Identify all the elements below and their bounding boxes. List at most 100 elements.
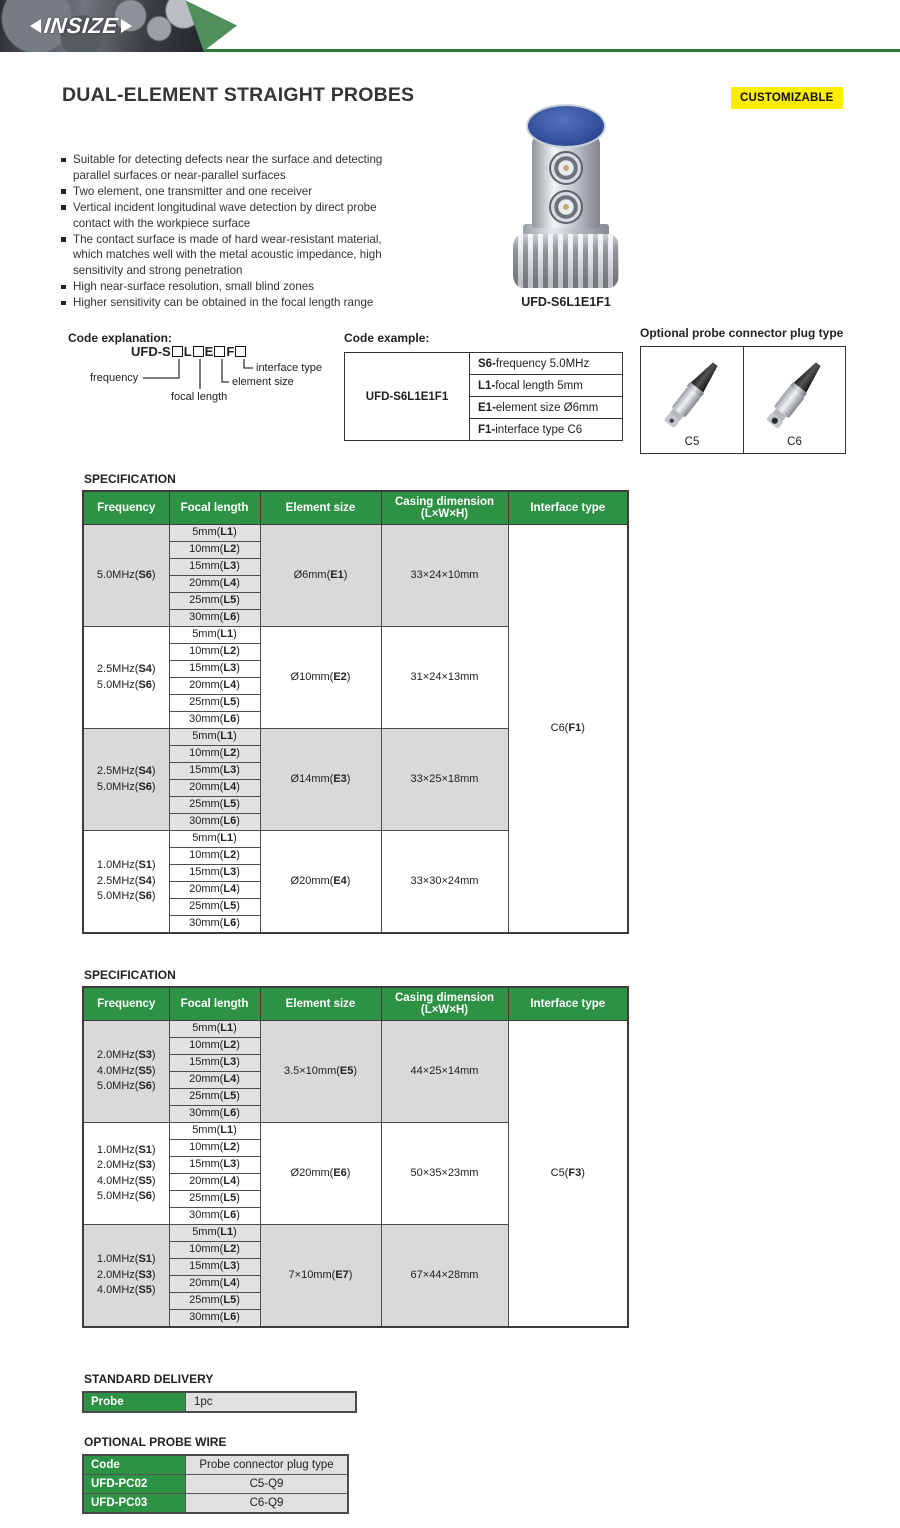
focal-length-cell: 10mm(L2)	[168, 643, 261, 661]
table-row: 20mm(L4)	[83, 1275, 628, 1293]
connector-plug-box: C5 C6	[640, 346, 846, 454]
focal-length-cell: 10mm(L2)	[168, 1241, 261, 1259]
code-explanation: Code explanation: UFD-S L E F frequency foc…	[68, 331, 338, 423]
probe-connector-1	[549, 151, 583, 185]
optional-probe-wire-section: OPTIONAL PROBE WIRE Code Probe connector…	[82, 1435, 349, 1514]
focal-length-cell: 30mm(L6)	[168, 711, 261, 729]
column-header: Interface type	[507, 986, 629, 1021]
element-size-cell: Ø6mm(E1)	[259, 524, 382, 627]
table-row: 30mm(L6)	[83, 1105, 628, 1123]
table-row: UFD-PC02 C5-Q9	[82, 1474, 349, 1494]
focal-length-cell: 20mm(L4)	[168, 1071, 261, 1089]
plug-label: C5	[684, 436, 700, 448]
table-row: 20mm(L4)	[83, 575, 628, 593]
feature-item: Suitable for detecting defects near the …	[61, 152, 401, 184]
table-row: 30mm(L6)	[83, 915, 628, 934]
casing-dimension-cell: 50×35×23mm	[380, 1122, 509, 1225]
wire-code-header: Code	[82, 1454, 186, 1475]
column-header: Frequency	[82, 490, 170, 525]
column-header: Casing dimension (L×W×H)	[380, 986, 509, 1021]
focal-length-cell: 15mm(L3)	[168, 558, 261, 576]
focal-length-cell: 25mm(L5)	[168, 1292, 261, 1310]
legend-interface-type: interface type	[256, 362, 323, 374]
section-label: OPTIONAL PROBE WIRE	[84, 1435, 227, 1449]
feature-item: Two element, one transmitter and one rec…	[61, 184, 401, 200]
focal-length-cell: 25mm(L5)	[168, 898, 261, 916]
focal-length-cell: 5mm(L1)	[168, 626, 261, 644]
casing-dimension-cell: 33×24×10mm	[380, 524, 509, 627]
header-band: INSIZE	[0, 0, 900, 54]
placeholder-box-icon	[171, 346, 183, 357]
focal-length-cell: 30mm(L6)	[168, 1207, 261, 1225]
logo-text: INSIZE	[42, 13, 120, 38]
element-size-cell: Ø20mm(E6)	[259, 1122, 382, 1225]
focal-length-cell: 15mm(L3)	[168, 1156, 261, 1174]
frequency-cell: 1.0MHz(S1) 2.0MHz(S3) 4.0MHz(S5)	[82, 1224, 170, 1328]
delivery-qty-cell: 1pc	[185, 1391, 357, 1413]
focal-length-cell: 25mm(L5)	[168, 1190, 261, 1208]
section-label: SPECIFICATION	[84, 472, 176, 486]
example-code-cell: UFD-S6L1E1F1	[344, 352, 470, 441]
page-title: DUAL-ELEMENT STRAIGHT PROBES	[62, 84, 415, 106]
element-size-cell: Ø10mm(E2)	[259, 626, 382, 729]
focal-length-cell: 30mm(L6)	[168, 1309, 261, 1328]
casing-dimension-cell: 44×25×14mm	[380, 1020, 509, 1123]
probe-illustration	[498, 104, 634, 288]
frequency-cell: 2.0MHz(S3) 4.0MHz(S5) 5.0MHz(S6)	[82, 1020, 170, 1123]
table-row: 10mm(L2)	[83, 1037, 628, 1055]
feature-item: High near-surface resolution, small blin…	[61, 279, 401, 295]
code-example-item: S6-frequency 5.0MHz	[469, 352, 623, 375]
plug-c5-illustration	[660, 357, 724, 430]
casing-dimension-cell: 31×24×13mm	[380, 626, 509, 729]
focal-length-cell: 20mm(L4)	[168, 881, 261, 899]
insize-logo: INSIZE	[30, 13, 132, 39]
table-row: Probe 1pc	[82, 1391, 357, 1413]
table-row: 20mm(L4)	[83, 1173, 628, 1191]
table-row: 25mm(L5)	[83, 1292, 628, 1310]
standard-delivery-table: Probe 1pc	[82, 1391, 357, 1413]
focal-length-cell: 15mm(L3)	[168, 1054, 261, 1072]
focal-length-cell: 10mm(L2)	[168, 847, 261, 865]
focal-length-cell: 5mm(L1)	[168, 1020, 261, 1038]
product-caption: UFD-S6L1E1F1	[521, 295, 611, 309]
table-row: 1.0MHz(S1) 2.0MHz(S3) 4.0MHz(S5) 5.0MHz(S6)…	[82, 1122, 628, 1225]
table-row: 1.0MHz(S1) 2.0MHz(S3) 4.0MHz(S5) 5mm(L1) 7×1…	[82, 1224, 628, 1328]
specification-table-2: Frequency Focal length Element size Casing …	[82, 986, 629, 1328]
specification-table-1: Frequency Focal length Element size Casing …	[82, 490, 629, 934]
focal-length-cell: 30mm(L6)	[168, 813, 261, 831]
wire-plug-type-cell: C6-Q9	[185, 1493, 349, 1514]
focal-length-cell: 30mm(L6)	[168, 609, 261, 627]
casing-dimension-cell: 33×25×18mm	[380, 728, 509, 831]
table-row: Code Probe connector plug type	[82, 1454, 349, 1475]
casing-dimension-cell: 67×44×28mm	[380, 1224, 509, 1328]
table-header-row: Frequency Focal length Element size Casing …	[82, 490, 629, 525]
legend-focal-length: focal length	[171, 391, 228, 403]
table-row: 25mm(L5)	[83, 694, 628, 712]
table-row: 25mm(L5)	[83, 592, 628, 610]
table-row: 25mm(L5)	[83, 1190, 628, 1208]
optional-probe-wire-table: Code Probe connector plug type UFD-PC02 …	[82, 1454, 349, 1514]
plug-label: C6	[787, 436, 802, 448]
focal-length-cell: 5mm(L1)	[168, 1224, 261, 1242]
focal-length-cell: 20mm(L4)	[168, 779, 261, 797]
column-header: Element size	[259, 490, 382, 525]
table-row: 15mm(L3)	[83, 1054, 628, 1072]
focal-length-cell: 25mm(L5)	[168, 1088, 261, 1106]
element-size-cell: Ø20mm(E4)	[259, 830, 382, 934]
placeholder-box-icon	[214, 346, 226, 357]
connector-plug-section: Optional probe connector plug type C5	[640, 326, 846, 454]
focal-length-cell: 20mm(L4)	[168, 1173, 261, 1191]
logo-left-arrow-icon	[30, 19, 41, 33]
code-example-table: UFD-S6L1E1F1 S6-frequency 5.0MHz L1-foca…	[344, 352, 623, 441]
wire-code-cell: UFD-PC03	[82, 1493, 186, 1514]
specification-section-2: SPECIFICATION Frequency Focal length Eleme…	[82, 968, 629, 1328]
plug-option-c5: C5	[641, 347, 743, 453]
column-header: Casing dimension (L×W×H)	[380, 490, 509, 525]
connector-plug-title: Optional probe connector plug type	[640, 326, 844, 340]
wire-plug-type-cell: C5-Q9	[185, 1474, 349, 1494]
probe-body	[532, 134, 600, 228]
frequency-cell: 1.0MHz(S1) 2.5MHz(S4) 5.0MHz(S6)	[82, 830, 170, 934]
focal-length-cell: 15mm(L3)	[168, 1258, 261, 1276]
focal-length-cell: 25mm(L5)	[168, 694, 261, 712]
